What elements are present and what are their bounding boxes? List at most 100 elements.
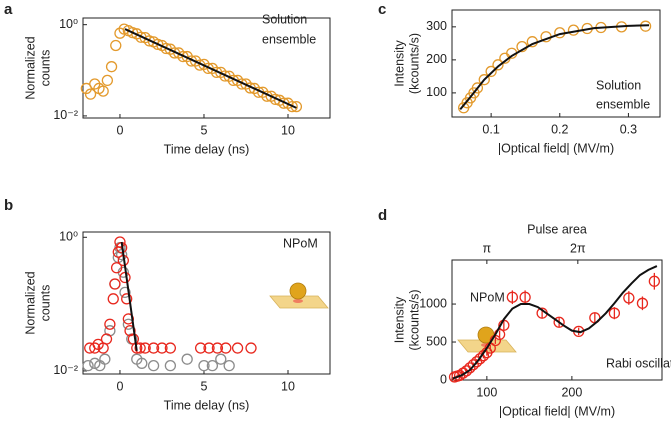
panel-letter: c — [378, 1, 386, 18]
plot-frame — [82, 231, 331, 375]
x-tick-label: 5 — [201, 379, 208, 393]
data-point — [101, 74, 114, 87]
data-point — [553, 316, 565, 328]
x-tick-label: 10 — [281, 379, 295, 393]
nanoparticle — [289, 282, 307, 300]
y-axis-label: Normalized — [23, 271, 37, 334]
y-axis-label: counts — [38, 50, 52, 87]
data-point — [477, 350, 490, 362]
data-point — [100, 333, 113, 345]
data-point — [215, 353, 227, 365]
y-tick-label: 200 — [426, 52, 447, 66]
data-point — [115, 248, 128, 261]
data-point — [474, 353, 486, 365]
gap-glow — [293, 299, 303, 303]
x-tick-label: 10 — [281, 123, 295, 137]
y-tick-label: 100 — [426, 85, 447, 99]
data-point — [231, 342, 244, 354]
fit-line — [459, 24, 650, 111]
data-point — [467, 359, 479, 371]
data-point — [623, 292, 635, 304]
data-point — [220, 342, 232, 354]
panel-letter: d — [378, 207, 387, 224]
data-point — [126, 26, 139, 39]
annotation: Solution — [262, 12, 307, 26]
fit-line — [452, 265, 658, 380]
fit-line — [124, 28, 297, 109]
data-point — [114, 27, 126, 39]
x-tick-label: 200 — [561, 385, 582, 399]
annotation: Solution — [596, 78, 641, 92]
x2-axis-label: Pulse area — [527, 222, 587, 236]
x-tick-label: 0.1 — [482, 122, 499, 136]
x-tick-label: 0.2 — [551, 122, 568, 136]
data-point — [608, 307, 621, 319]
x-tick-label: 100 — [476, 385, 497, 399]
data-point — [471, 82, 484, 94]
y-axis-label: counts — [38, 285, 52, 322]
annotation: ensemble — [596, 97, 650, 111]
x-tick-label: 0 — [116, 123, 123, 137]
data-point — [485, 65, 497, 78]
y-tick-label: 1000 — [419, 296, 447, 310]
y-axis-label: (kcounts/s) — [407, 33, 421, 94]
data-point — [492, 59, 504, 71]
data-point — [99, 353, 111, 365]
plot-frame — [451, 259, 663, 381]
data-point — [134, 342, 146, 354]
data-point — [198, 360, 210, 372]
data-point — [110, 262, 123, 274]
data-point — [107, 293, 119, 305]
x-tick-label: 0.3 — [620, 122, 637, 136]
x2-tick-label: 2π — [570, 241, 586, 255]
panel-letter: a — [4, 1, 13, 18]
panel-letter: b — [4, 197, 13, 214]
data-point — [206, 360, 219, 372]
data-point — [136, 357, 148, 369]
annotation: Rabi oscillation — [606, 356, 671, 370]
data-point — [114, 236, 126, 248]
data-point — [122, 313, 135, 325]
data-point — [223, 360, 235, 372]
data-point — [131, 342, 143, 354]
data-point — [464, 362, 476, 374]
data-point — [636, 297, 649, 309]
data-point — [648, 275, 660, 287]
x2-tick-label: π — [483, 241, 492, 255]
y-axis-label: (kcounts/s) — [407, 289, 421, 350]
x-tick-label: 0 — [116, 379, 123, 393]
y-axis-label: Intensity — [392, 296, 406, 343]
npom-icon — [269, 282, 329, 309]
data-point — [119, 286, 131, 298]
data-point — [156, 342, 168, 354]
annotation: NPoM — [283, 236, 318, 250]
y-tick-label: 300 — [426, 19, 447, 33]
annotation: ensemble — [262, 32, 316, 46]
plot-frame — [451, 9, 661, 118]
y-axis-label: Intensity — [392, 39, 406, 86]
data-point — [147, 360, 160, 372]
fit-line — [120, 241, 138, 351]
x-axis-label: Time delay (ns) — [164, 142, 250, 156]
data-point — [506, 291, 519, 303]
data-point — [89, 342, 101, 354]
data-point — [147, 342, 160, 354]
data-point — [139, 342, 151, 354]
data-point — [121, 293, 133, 305]
data-point — [84, 88, 97, 100]
data-point — [164, 360, 177, 372]
y-axis-label: Normalized — [23, 36, 37, 99]
annotation: NPoM — [470, 290, 505, 304]
x-axis-label: |Optical field| (MV/m) — [499, 404, 615, 418]
data-point — [478, 74, 490, 86]
y-tick-label: 10⁻² — [53, 363, 78, 377]
data-point — [519, 291, 531, 303]
plot-frame — [82, 17, 331, 119]
data-point — [89, 357, 101, 369]
data-point — [164, 342, 177, 354]
x-axis-label: Time delay (ns) — [164, 398, 250, 412]
x-axis-label: |Optical field| (MV/m) — [498, 141, 614, 155]
y-tick-label: 10⁰ — [59, 17, 78, 31]
